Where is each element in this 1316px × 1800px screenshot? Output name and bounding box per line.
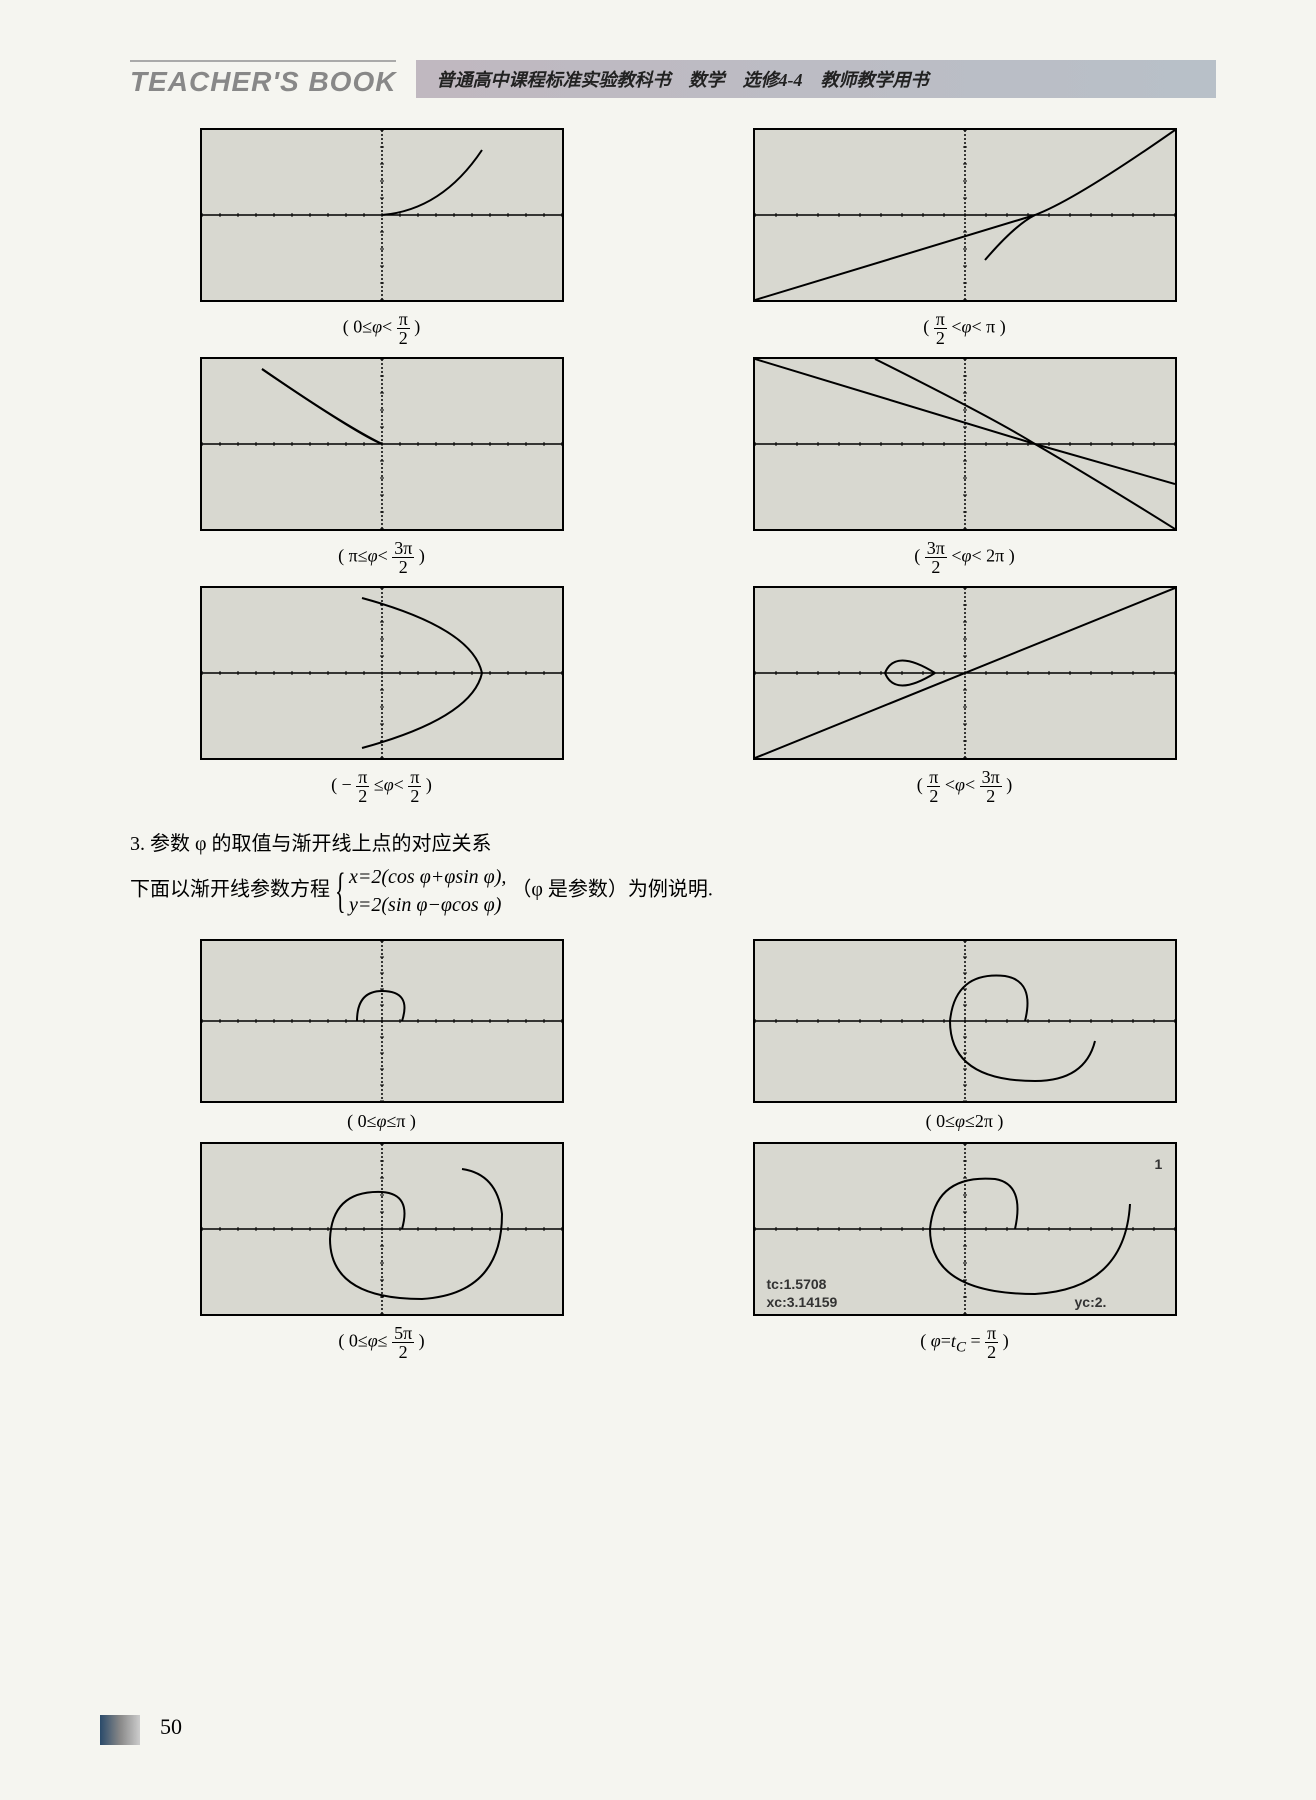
section-3-text: 3. 参数 φ 的取值与渐开线上点的对应关系 下面以渐开线参数方程 x=2(co… bbox=[130, 825, 1216, 919]
chart-annotation: 1 bbox=[1155, 1156, 1163, 1172]
chart-cell: ( 3π2 <φ< 2π ) bbox=[713, 357, 1216, 576]
chart-cell: 1 tc:1.5708 xc:3.14159 yc:2. ( φ=tC = π2 ) bbox=[713, 1142, 1216, 1361]
eq-y: y=2(sin φ−φcos φ) bbox=[349, 891, 506, 919]
chart-box bbox=[200, 1142, 564, 1316]
chart-box bbox=[753, 357, 1177, 531]
header-row: TEACHER'S BOOK 普通高中课程标准实验教科书 数学 选修4-4 教师… bbox=[130, 60, 1216, 98]
chart-caption: ( φ=tC = π2 ) bbox=[920, 1324, 1008, 1361]
intro-suffix: （φ 是参数）为例说明. bbox=[511, 879, 713, 901]
chart-box bbox=[200, 357, 564, 531]
chart-caption: ( 3π2 <φ< 2π ) bbox=[914, 539, 1014, 576]
chart-cell: ( π≤φ< 3π2 ) bbox=[130, 357, 633, 576]
chart-box bbox=[753, 128, 1177, 302]
intro-prefix: 下面以渐开线参数方程 bbox=[130, 879, 330, 901]
chart-cell: ( 0≤φ≤2π ) bbox=[713, 939, 1216, 1132]
chart-cell: ( π2 <φ< π ) bbox=[713, 128, 1216, 347]
page-number: 50 bbox=[160, 1714, 182, 1740]
page-tab-decoration bbox=[100, 1715, 140, 1745]
chart-cell: ( π2 <φ< 3π2 ) bbox=[713, 586, 1216, 805]
chart-caption: ( 0≤φ≤ 5π2 ) bbox=[338, 1324, 424, 1361]
chart-caption: ( − π2 ≤φ< π2 ) bbox=[331, 768, 432, 805]
chart-caption: ( π2 <φ< 3π2 ) bbox=[917, 768, 1012, 805]
chart-box bbox=[753, 586, 1177, 760]
chart-annotation: xc:3.14159 bbox=[767, 1294, 838, 1310]
chart-cell: ( − π2 ≤φ< π2 ) bbox=[130, 586, 633, 805]
chart-annotation: tc:1.5708 bbox=[767, 1276, 827, 1292]
chart-box bbox=[753, 939, 1177, 1103]
chart-grid-top: ( 0≤φ< π2 ) ( π2 <φ< π ) bbox=[130, 128, 1216, 805]
eq-x: x=2(cos φ+φsin φ), bbox=[349, 863, 506, 891]
chart-box bbox=[200, 128, 564, 302]
chart-cell: ( 0≤φ≤π ) bbox=[130, 939, 633, 1132]
parametric-equations: x=2(cos φ+φsin φ), y=2(sin φ−φcos φ) bbox=[335, 863, 506, 919]
chart-annotation: yc:2. bbox=[1075, 1294, 1107, 1310]
chart-caption: ( 0≤φ< π2 ) bbox=[343, 310, 421, 347]
chart-grid-bottom: ( 0≤φ≤π ) ( 0≤φ≤2π ) bbox=[130, 939, 1216, 1361]
chart-cell: ( 0≤φ≤ 5π2 ) bbox=[130, 1142, 633, 1361]
chart-cell: ( 0≤φ< π2 ) bbox=[130, 128, 633, 347]
page: TEACHER'S BOOK 普通高中课程标准实验教科书 数学 选修4-4 教师… bbox=[0, 0, 1316, 1800]
chart-box bbox=[200, 939, 564, 1103]
chart-caption: ( π≤φ< 3π2 ) bbox=[338, 539, 425, 576]
chart-box bbox=[200, 586, 564, 760]
chart-caption: ( π2 <φ< π ) bbox=[923, 310, 1005, 347]
section-3-title: 3. 参数 φ 的取值与渐开线上点的对应关系 bbox=[130, 833, 492, 855]
chart-box: 1 tc:1.5708 xc:3.14159 yc:2. bbox=[753, 1142, 1177, 1316]
chart-caption: ( 0≤φ≤π ) bbox=[347, 1111, 416, 1132]
header-banner: 普通高中课程标准实验教科书 数学 选修4-4 教师教学用书 bbox=[416, 60, 1216, 98]
teachers-book-label: TEACHER'S BOOK bbox=[130, 60, 396, 98]
chart-caption: ( 0≤φ≤2π ) bbox=[926, 1111, 1004, 1132]
